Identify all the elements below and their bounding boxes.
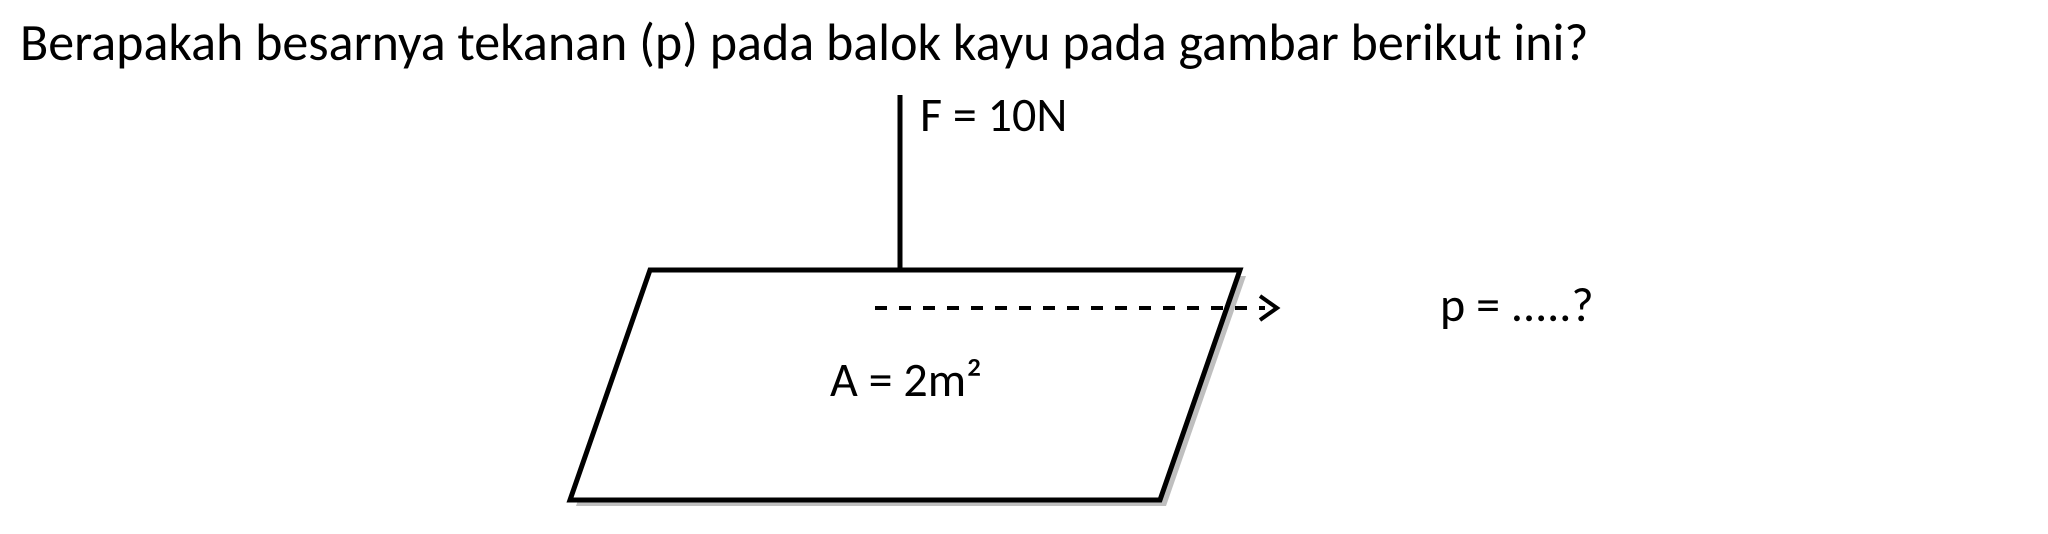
diagram-container: F = 10N A = 2m² p = .....?: [520, 80, 1620, 530]
question-text: Berapakah besarnya tekanan (p) pada balo…: [20, 10, 1589, 74]
dashed-arrow-icon: [875, 288, 1295, 328]
force-label: F = 10N: [920, 85, 1067, 144]
area-label: A = 2m²: [830, 350, 982, 409]
pressure-label: p = .....?: [1440, 275, 1594, 334]
